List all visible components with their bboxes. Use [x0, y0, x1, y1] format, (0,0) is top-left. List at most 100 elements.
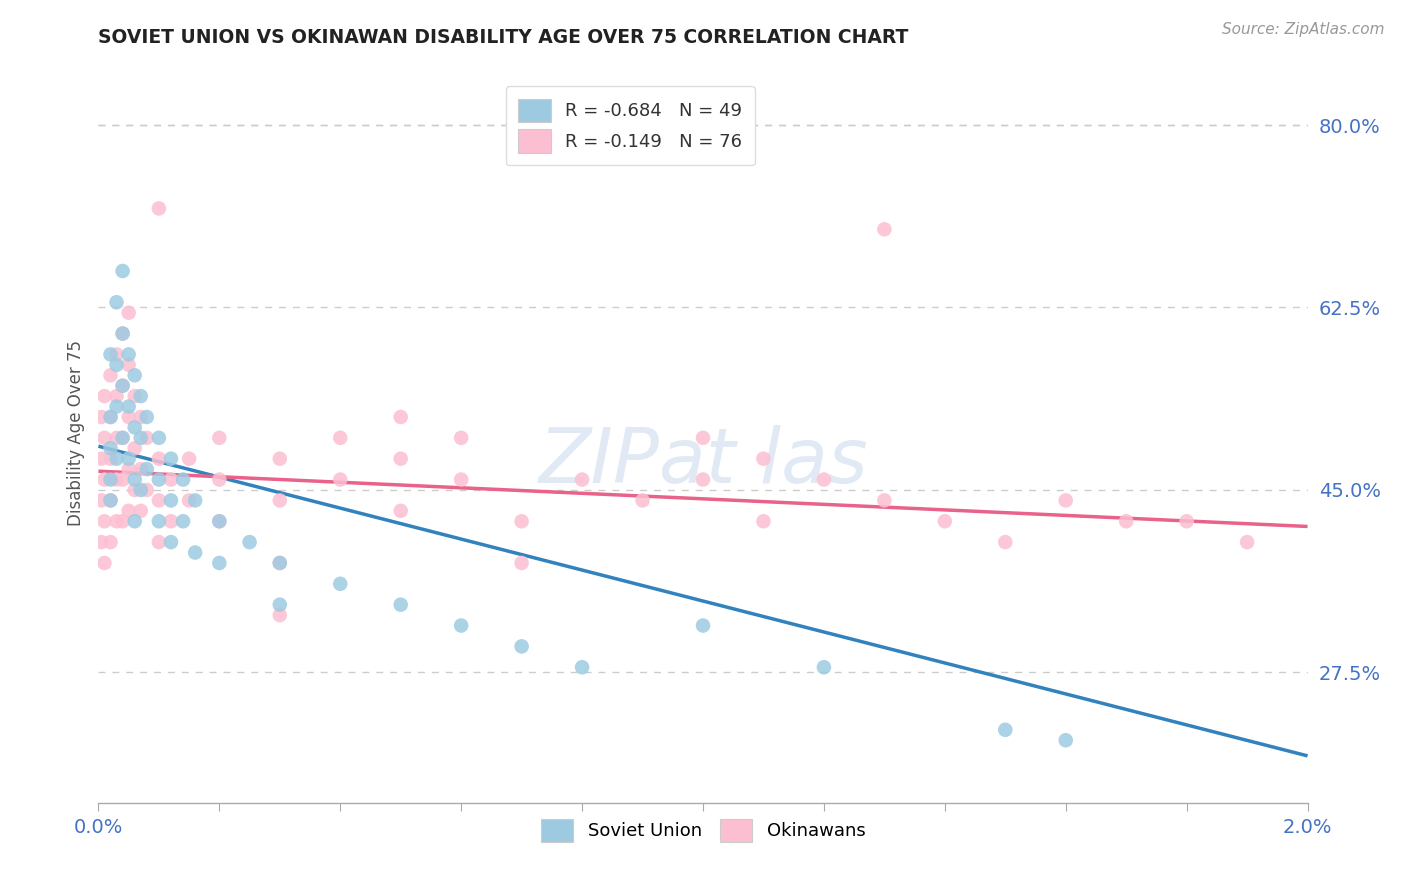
Point: [752, 451, 775, 466]
Point: [184, 493, 207, 508]
Point: [631, 493, 654, 508]
Point: [1175, 514, 1198, 528]
Point: [208, 556, 231, 570]
Point: [160, 473, 183, 487]
Point: [148, 451, 170, 466]
Point: [160, 451, 183, 466]
Point: [148, 535, 170, 549]
Point: [118, 504, 141, 518]
Text: Source: ZipAtlas.com: Source: ZipAtlas.com: [1222, 22, 1385, 37]
Point: [111, 326, 134, 341]
Point: [450, 473, 472, 487]
Point: [90, 493, 112, 508]
Point: [389, 409, 412, 424]
Point: [129, 431, 152, 445]
Point: [269, 556, 291, 570]
Point: [873, 493, 896, 508]
Point: [124, 473, 146, 487]
Point: [179, 493, 201, 508]
Point: [93, 514, 115, 528]
Point: [124, 420, 146, 434]
Point: [329, 473, 352, 487]
Point: [100, 409, 122, 424]
Point: [692, 618, 714, 632]
Point: [105, 451, 128, 466]
Point: [1054, 733, 1077, 747]
Point: [148, 493, 170, 508]
Point: [105, 400, 128, 414]
Point: [269, 608, 291, 623]
Point: [135, 462, 157, 476]
Point: [510, 514, 533, 528]
Point: [692, 431, 714, 445]
Point: [450, 618, 472, 632]
Point: [90, 535, 112, 549]
Point: [111, 431, 134, 445]
Point: [118, 409, 141, 424]
Point: [100, 409, 122, 424]
Point: [100, 493, 122, 508]
Point: [172, 514, 194, 528]
Point: [389, 504, 412, 518]
Point: [100, 347, 122, 361]
Point: [111, 473, 134, 487]
Point: [1054, 493, 1077, 508]
Point: [93, 556, 115, 570]
Point: [93, 473, 115, 487]
Point: [90, 409, 112, 424]
Point: [111, 378, 134, 392]
Point: [510, 640, 533, 654]
Point: [813, 660, 835, 674]
Point: [129, 483, 152, 497]
Point: [329, 577, 352, 591]
Point: [100, 442, 122, 456]
Point: [118, 306, 141, 320]
Point: [111, 378, 134, 392]
Point: [148, 514, 170, 528]
Y-axis label: Disability Age Over 75: Disability Age Over 75: [66, 340, 84, 525]
Point: [571, 660, 593, 674]
Point: [129, 389, 152, 403]
Point: [118, 400, 141, 414]
Point: [100, 493, 122, 508]
Point: [129, 409, 152, 424]
Point: [129, 504, 152, 518]
Point: [934, 514, 956, 528]
Point: [329, 431, 352, 445]
Point: [148, 473, 170, 487]
Point: [105, 295, 128, 310]
Point: [208, 431, 231, 445]
Point: [105, 473, 128, 487]
Point: [450, 431, 472, 445]
Point: [389, 598, 412, 612]
Point: [160, 535, 183, 549]
Point: [269, 451, 291, 466]
Point: [100, 368, 122, 383]
Point: [208, 473, 231, 487]
Point: [148, 202, 170, 216]
Point: [111, 431, 134, 445]
Point: [752, 514, 775, 528]
Point: [100, 535, 122, 549]
Point: [692, 473, 714, 487]
Point: [269, 493, 291, 508]
Text: SOVIET UNION VS OKINAWAN DISABILITY AGE OVER 75 CORRELATION CHART: SOVIET UNION VS OKINAWAN DISABILITY AGE …: [98, 28, 908, 47]
Point: [208, 514, 231, 528]
Point: [269, 556, 291, 570]
Point: [184, 545, 207, 559]
Point: [93, 389, 115, 403]
Point: [118, 358, 141, 372]
Legend: Soviet Union, Okinawans: Soviet Union, Okinawans: [533, 812, 873, 849]
Point: [124, 442, 146, 456]
Point: [994, 535, 1017, 549]
Point: [148, 431, 170, 445]
Point: [118, 451, 141, 466]
Point: [571, 473, 593, 487]
Point: [90, 451, 112, 466]
Point: [1115, 514, 1137, 528]
Point: [100, 451, 122, 466]
Point: [389, 451, 412, 466]
Point: [118, 347, 141, 361]
Point: [105, 514, 128, 528]
Point: [160, 493, 183, 508]
